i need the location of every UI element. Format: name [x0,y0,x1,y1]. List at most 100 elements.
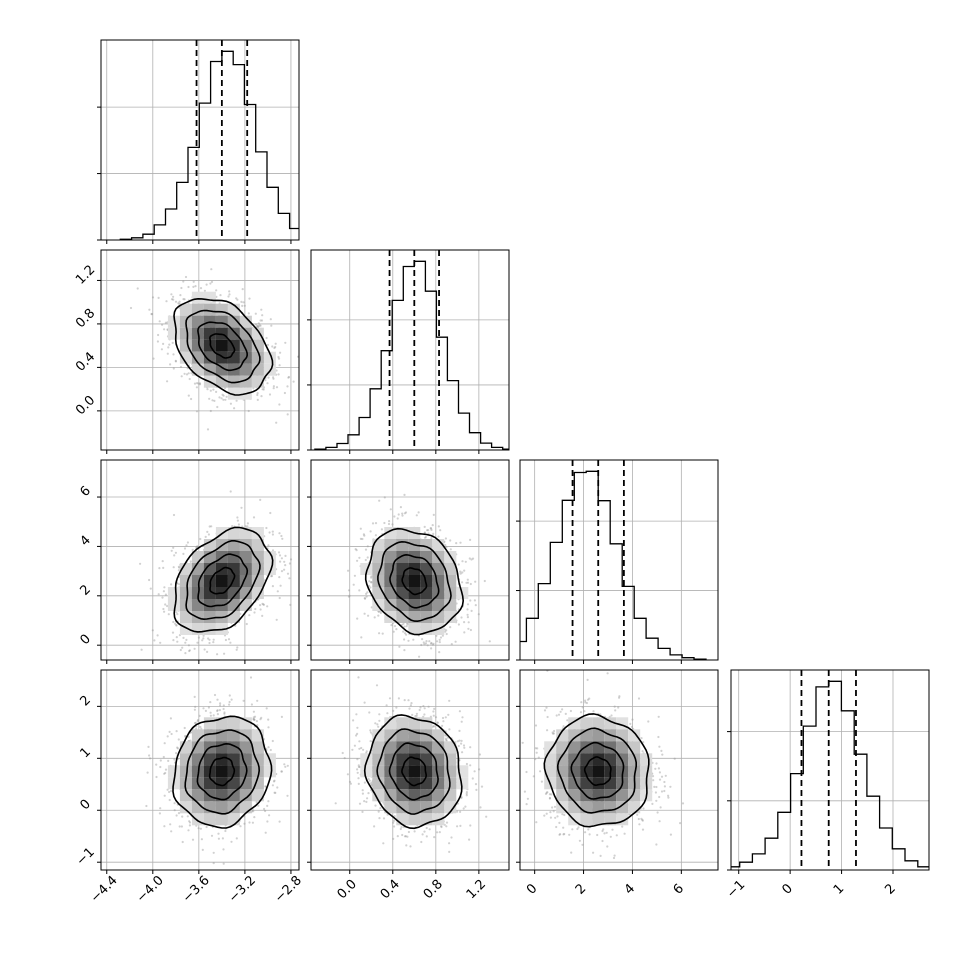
sample-point [256,392,259,395]
sample-point [445,546,448,549]
sample-point [195,410,199,413]
density-cell [239,551,252,563]
sample-point [426,644,429,647]
sample-point [187,372,190,375]
sample-point [438,651,441,654]
density-cell [239,327,252,340]
density-cell [384,599,397,611]
sample-point [176,640,179,643]
sample-point [403,512,406,515]
sample-point [150,312,153,316]
sample-point [287,375,291,379]
sample-point [170,549,173,552]
sample-point [459,541,462,544]
histogram-step [119,50,299,240]
sample-point [175,752,178,755]
sample-point [430,527,433,530]
sample-point [210,268,213,271]
sample-point [258,324,261,327]
sample-point [209,409,212,413]
sample-point [401,514,404,517]
sample-point [254,312,257,315]
sample-point [424,535,427,539]
sample-point [469,628,472,632]
sample-point [292,380,295,383]
sample-point [370,576,373,579]
sample-point [203,648,206,651]
sample-point [415,514,418,517]
sample-point [268,531,271,534]
sample-point [278,554,282,557]
density-cell [444,599,457,611]
sample-point [185,544,188,547]
sample-point [215,390,218,393]
sample-point [347,569,350,572]
sample-point [379,611,382,615]
sample-point [483,579,486,583]
sample-point [210,525,213,528]
sample-point [469,599,472,602]
sample-point [274,342,277,345]
sample-point [139,562,142,565]
sample-point [246,525,249,528]
sample-point [252,710,255,713]
sample-point [400,623,404,626]
sample-point [275,618,278,621]
sample-point [225,395,228,398]
sample-point [222,398,225,401]
density-cell [251,575,264,587]
sample-point [203,289,206,292]
sample-point [175,636,178,639]
density-cell [384,539,397,551]
density-cell [251,363,264,376]
sample-point [199,287,203,290]
sample-point [259,718,262,721]
density-cell [227,327,240,340]
density-cell [179,303,192,316]
sample-point [188,377,191,381]
density-cell [203,291,216,304]
sample-point [427,529,430,532]
sample-point [165,300,168,303]
sample-point [172,620,175,624]
sample-point [366,556,369,559]
sample-point [399,506,402,509]
sample-point [186,541,189,544]
sample-point [404,632,407,635]
panel-frame [100,39,300,241]
sample-point [241,288,244,291]
sample-point [257,325,260,328]
sample-point [257,325,260,328]
sample-point [193,382,197,385]
sample-point [365,595,368,598]
sample-point [464,560,467,563]
sample-point [236,298,239,301]
sample-point [172,513,176,517]
sample-point [197,382,200,385]
density-cell [215,339,228,352]
sample-point [185,638,188,642]
sample-point [252,810,255,813]
sample-point [261,314,264,317]
sample-point [233,407,236,410]
sample-point [179,365,183,368]
sample-point [467,627,470,630]
density-cell [167,327,180,340]
sample-point [224,638,227,642]
sample-point [129,306,133,310]
contour-line [185,540,261,621]
sample-point [383,521,386,525]
sample-point [244,525,247,528]
sample-point [423,525,426,529]
sample-point [358,556,361,559]
sample-point [152,357,155,360]
sample-point [207,637,210,640]
sample-point [459,570,462,573]
sample-point [265,707,268,710]
sample-point [243,822,246,825]
sample-point [178,300,181,303]
sample-point [271,345,274,348]
sample-point [172,367,175,370]
sample-point [223,712,226,715]
